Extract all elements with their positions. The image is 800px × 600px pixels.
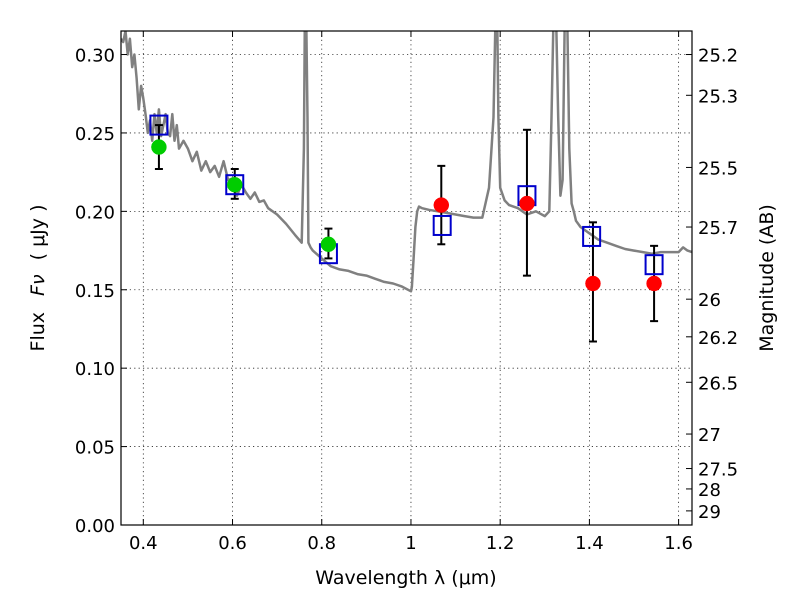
right-tick-label: 28	[698, 480, 721, 501]
y-axis-left-title: Flux Fν ( μJy )	[27, 205, 49, 352]
right-tick-label: 27.5	[698, 460, 738, 481]
right-tick-label: 27	[698, 425, 721, 446]
right-tick-label: 26.2	[698, 328, 738, 349]
x-tick-label: 0.6	[218, 533, 247, 554]
model-square-marker	[149, 114, 169, 136]
y-tick-label: 0.30	[75, 46, 115, 67]
y-axis-right-title: Magnitude (AB)	[756, 204, 778, 352]
x-tick-label: 1.4	[575, 533, 604, 554]
right-tick-label: 25.2	[698, 46, 738, 67]
y-tick-label: 0.20	[75, 202, 115, 223]
red-data-point	[519, 195, 535, 212]
y-tick-label: 0.10	[75, 359, 115, 380]
model-square-marker	[432, 214, 452, 236]
x-tick-label: 0.8	[307, 533, 336, 554]
x-tick-label: 0.4	[129, 533, 158, 554]
right-tick-label: 29	[698, 502, 721, 523]
y-tick-label: 0.00	[75, 516, 115, 537]
model-square-marker	[644, 254, 664, 276]
green-data-point	[151, 139, 167, 155]
green-data-point	[320, 236, 337, 253]
y-tick-label: 0.05	[75, 438, 115, 459]
y-tick-label: 0.15	[75, 281, 115, 302]
x-tick-label: 1.2	[486, 533, 515, 554]
markers	[149, 114, 664, 292]
red-data-point	[646, 275, 662, 292]
svg-text:Flux Fν ( μJy ): Flux Fν ( μJy )	[27, 205, 49, 352]
right-tick-label: 25.7	[698, 218, 738, 239]
right-tick-label: 25.5	[698, 158, 738, 179]
x-tick-label: 1	[405, 533, 416, 554]
y-axis-left-title-unit: ( μJy )	[27, 205, 49, 261]
y-tick-label: 0.25	[75, 124, 115, 145]
axis-ticks: 0.4 0.6 0.8 1 1.2 1.4 1.6 0.00 0.05 0.10 0.15 0.20 0…	[75, 31, 738, 554]
plot-frame	[120, 30, 693, 526]
y-axis-left-title-var: Fν	[27, 274, 49, 296]
spectrum-line	[121, 31, 692, 293]
right-tick-label: 25.3	[698, 86, 738, 107]
y-axis-left-title-prefix: Flux	[27, 312, 49, 352]
right-tick-label: 26.5	[698, 373, 738, 394]
x-axis-title: Wavelength λ (μm)	[315, 567, 496, 589]
model-spectrum	[121, 31, 692, 293]
grid	[121, 31, 692, 526]
right-tick-label: 26	[698, 290, 721, 311]
red-data-point	[585, 275, 601, 292]
model-square-marker	[225, 174, 245, 196]
model-square-marker	[582, 225, 602, 247]
x-tick-label: 1.6	[664, 533, 693, 554]
green-data-point	[227, 176, 243, 193]
red-data-point	[433, 197, 450, 213]
